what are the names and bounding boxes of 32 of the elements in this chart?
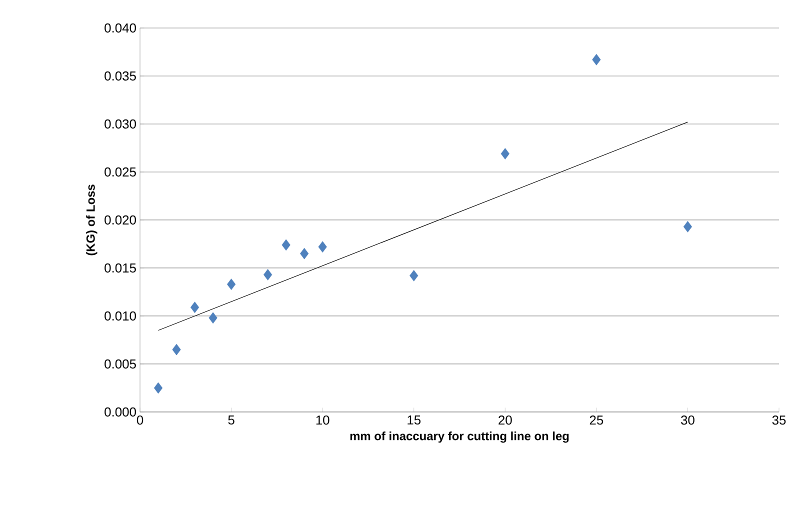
x-tick-label: 0 [136, 416, 144, 425]
y-tick-label: 0.035 [104, 71, 136, 81]
x-tick-label: 10 [316, 416, 330, 425]
point [410, 270, 418, 282]
y-tick-label: 0.025 [104, 167, 136, 177]
y-tick-label: 0.030 [104, 119, 136, 129]
point [592, 54, 601, 66]
x-tick-label: 15 [408, 416, 421, 425]
y-tick-label: 0.005 [104, 359, 136, 369]
point [500, 148, 510, 160]
point [264, 269, 272, 280]
point [318, 241, 327, 253]
y-tick-label: 0.000 [104, 407, 136, 417]
point [683, 221, 692, 232]
x-tick-label: 20 [498, 416, 512, 425]
y-tick-label: 0.010 [104, 311, 136, 321]
y-tick-label: 0.040 [104, 23, 136, 33]
x-tick-label: 5 [228, 416, 234, 425]
point [282, 239, 290, 251]
y-tick-label: 0.015 [104, 263, 136, 273]
x-tick-label: 30 [681, 416, 694, 425]
y-axis-title: (KG) of Loss [86, 184, 98, 256]
point [172, 344, 181, 356]
x-tick-label: 25 [590, 416, 604, 425]
y-tick-label: 0.020 [104, 215, 136, 225]
point [226, 278, 236, 290]
point [154, 382, 163, 394]
point [208, 312, 218, 324]
x-tick-label: 35 [772, 416, 786, 425]
point [190, 302, 200, 314]
point [300, 248, 309, 260]
x-axis-title: mm of inaccuary for cutting line on leg [350, 432, 569, 443]
